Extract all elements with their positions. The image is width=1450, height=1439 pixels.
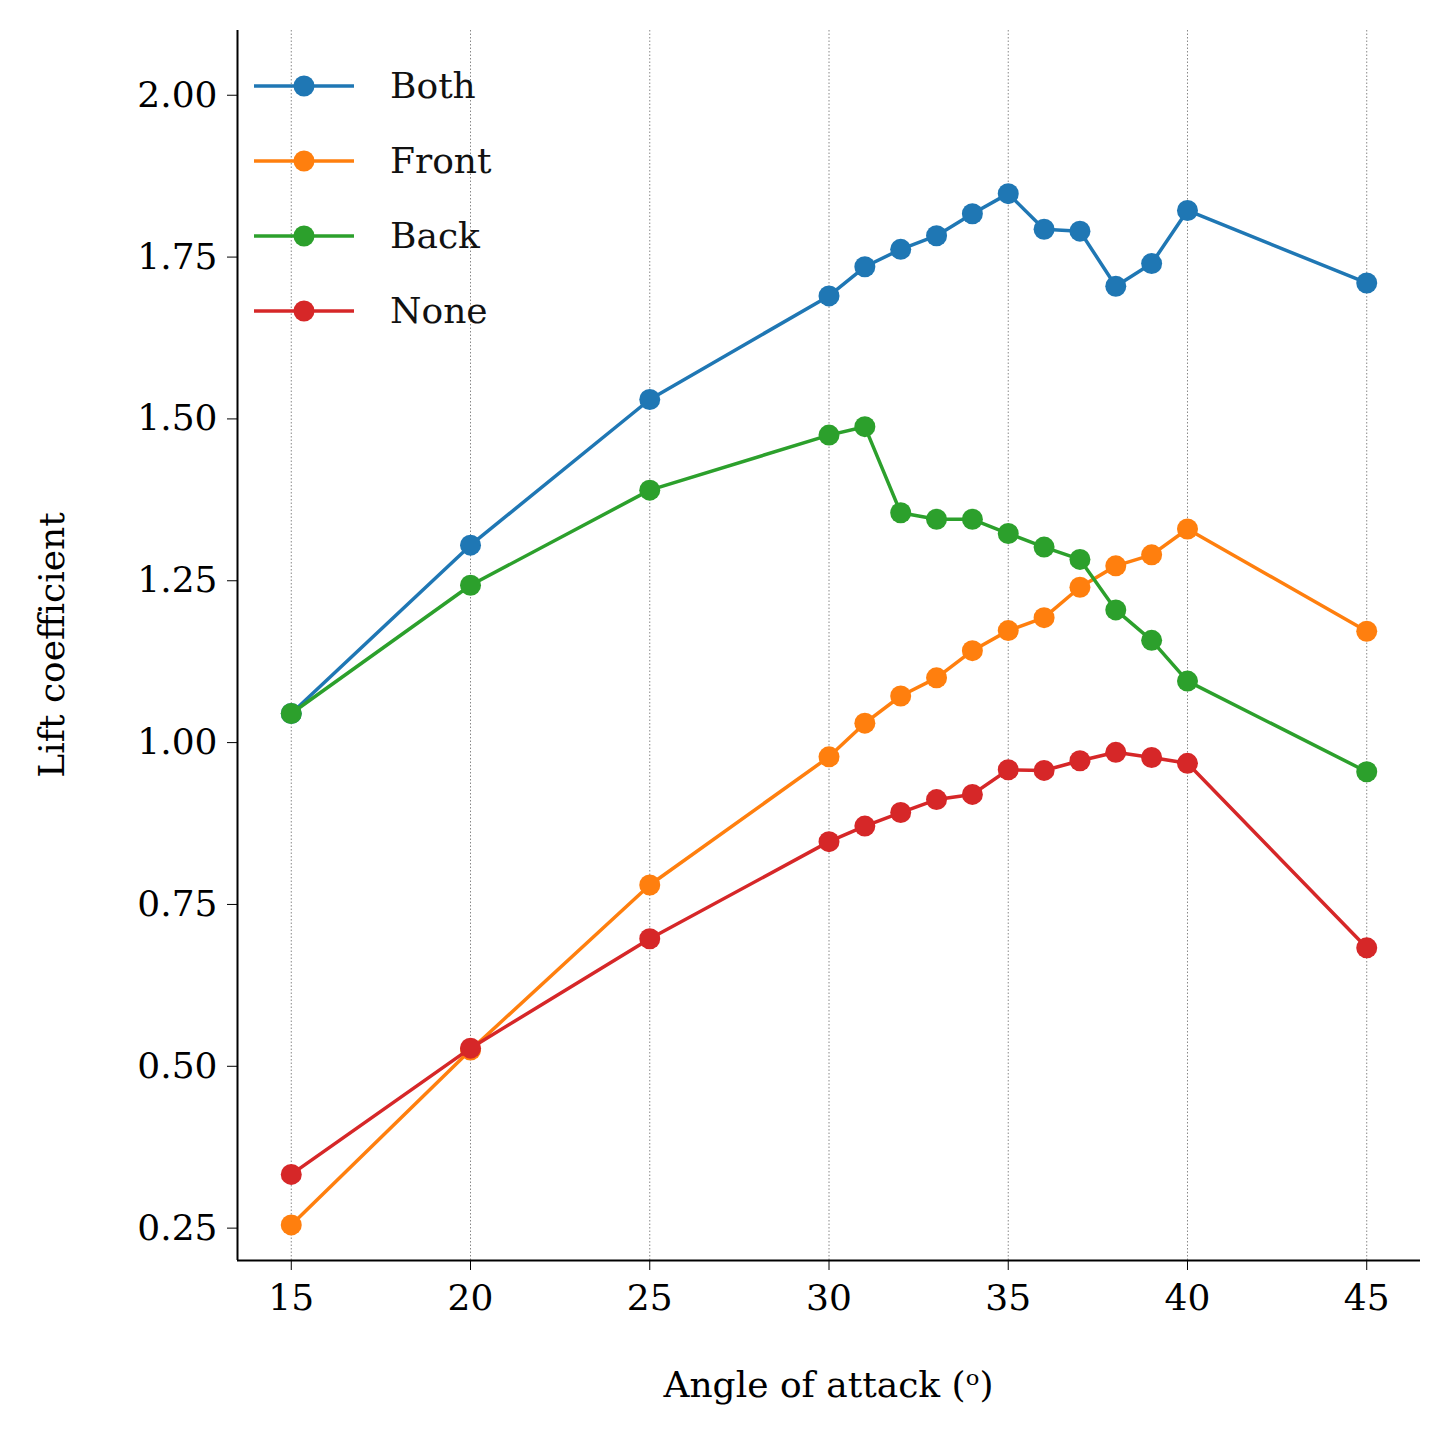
svg-text:1.00: 1.00	[137, 721, 217, 762]
svg-text:15: 15	[268, 1277, 314, 1318]
html-text:Back: Back	[390, 215, 480, 256]
svg-text:Lift coefficient: Lift coefficient	[31, 512, 72, 778]
svg-text:25: 25	[627, 1277, 673, 1318]
svg-text:0.25: 0.25	[137, 1207, 217, 1248]
html-text:None: None	[390, 290, 488, 331]
svg-text:20: 20	[448, 1277, 494, 1318]
svg-text:0.75: 0.75	[137, 883, 217, 924]
svg-text:2.00: 2.00	[137, 74, 217, 115]
svg-text:Angle of attack (ᵒ): Angle of attack (ᵒ)	[662, 1364, 993, 1405]
svg-text:40: 40	[1165, 1277, 1211, 1318]
svg-text:1.75: 1.75	[137, 236, 217, 277]
svg-text:45: 45	[1344, 1277, 1390, 1318]
html-text:Both: Both	[390, 65, 476, 106]
svg-text:1.50: 1.50	[137, 397, 217, 438]
html-text:Front: Front	[390, 140, 492, 181]
svg-text:30: 30	[806, 1277, 852, 1318]
svg-text:1.25: 1.25	[137, 559, 217, 600]
svg-text:35: 35	[985, 1277, 1031, 1318]
svg-text:0.50: 0.50	[137, 1045, 217, 1086]
